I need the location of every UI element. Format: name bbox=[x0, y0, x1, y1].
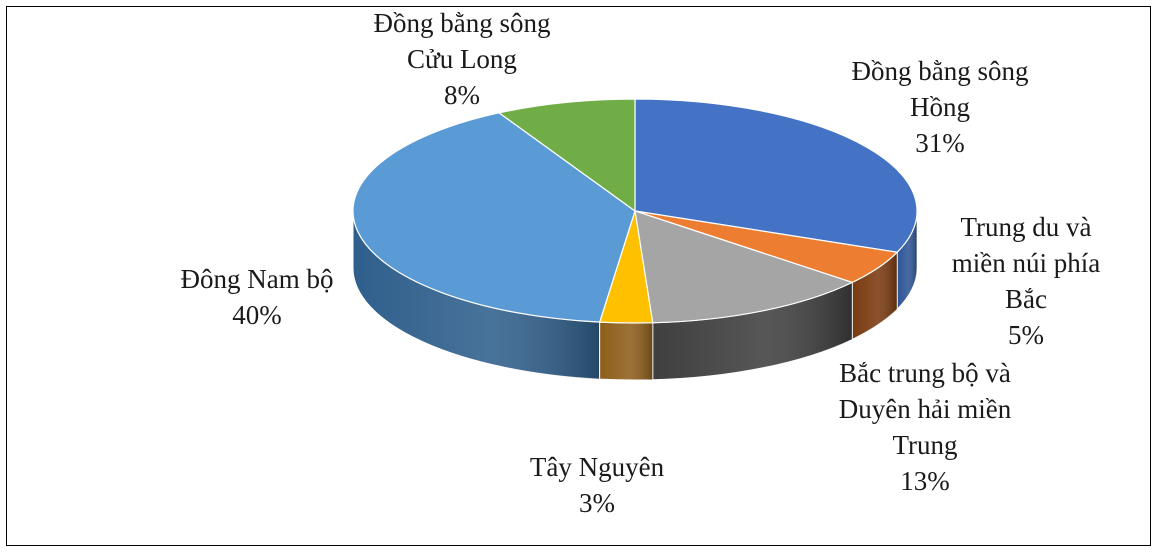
data-label-value-0: 31% bbox=[915, 128, 965, 158]
data-label-text-0: Đồng bằng sông bbox=[852, 56, 1029, 86]
data-label-5: Đồng bằng sông Cửu Long 8% bbox=[374, 8, 551, 110]
data-label-value-4: 40% bbox=[232, 300, 282, 330]
pie-tops bbox=[352, 98, 918, 324]
data-label-text-5: Cửu Long bbox=[407, 44, 517, 74]
pie-side-shade-1 bbox=[852, 252, 898, 340]
data-label-text-3: Tây Nguyên bbox=[530, 452, 665, 482]
pie-slice-0 bbox=[634, 98, 918, 253]
pie-side-shade-0 bbox=[897, 211, 917, 310]
pie-side-shade-3 bbox=[599, 322, 653, 381]
data-label-text-1: miền núi phía bbox=[952, 248, 1100, 278]
pie-labels: Đồng bằng sông Hồng 31% Trung du và miền núi… bbox=[181, 8, 1101, 518]
data-label-value-1: 5% bbox=[1008, 320, 1044, 350]
pie-slice-2 bbox=[634, 210, 853, 324]
data-label-value-3: 3% bbox=[579, 488, 615, 518]
data-label-3: Tây Nguyên 3% bbox=[530, 452, 665, 518]
data-label-text-2: Trung bbox=[892, 430, 957, 460]
pie-sides bbox=[352, 210, 918, 381]
data-label-0: Đồng bằng sông Hồng 31% bbox=[852, 56, 1029, 158]
data-label-1: Trung du và miền núi phía Bắc 5% bbox=[952, 212, 1100, 350]
pie-chart: Đồng bằng sông Hồng 31% Trung du và miền núi… bbox=[181, 8, 1101, 518]
data-label-text-1: Bắc bbox=[1005, 284, 1047, 314]
pie-side-shade-4 bbox=[353, 211, 600, 380]
chart-frame: Đồng bằng sông Hồng 31% Trung du và miền núi… bbox=[6, 6, 1151, 546]
data-label-text-1: Trung du và bbox=[960, 212, 1091, 242]
data-label-text-0: Hồng bbox=[910, 92, 970, 122]
data-label-value-2: 13% bbox=[900, 466, 950, 496]
pie-side-shade-2 bbox=[652, 282, 853, 380]
data-label-value-5: 8% bbox=[444, 80, 480, 110]
data-label-text-4: Đông Nam bộ bbox=[181, 264, 334, 294]
data-label-2: Bắc trung bộ và Duyên hải miền Trung 13% bbox=[839, 358, 1012, 496]
data-label-4: Đông Nam bộ 40% bbox=[181, 264, 334, 330]
data-label-text-2: Bắc trung bộ và bbox=[839, 358, 1011, 388]
data-label-text-2: Duyên hải miền bbox=[839, 394, 1012, 424]
pie-slice-5 bbox=[498, 98, 636, 212]
data-label-text-5: Đồng bằng sông bbox=[374, 8, 551, 38]
pie-slice-4 bbox=[352, 112, 636, 323]
